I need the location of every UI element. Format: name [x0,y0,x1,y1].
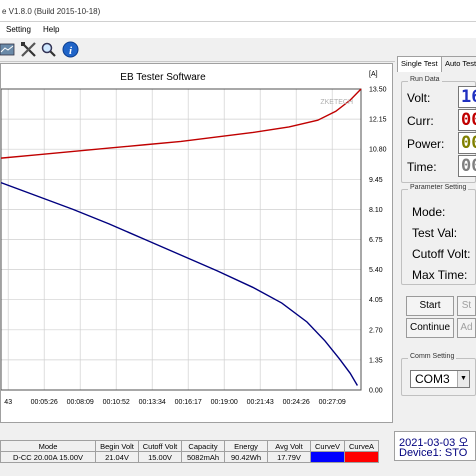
cell-mode: D-CC 20.00A 15.00V [0,451,96,463]
svg-text:i: i [69,45,73,57]
y-tick-label: 13.50 [369,87,387,94]
x-tick-label: 00:16:17 [175,399,202,406]
x-tick-label: 00:19:00 [211,399,238,406]
chart-title: EB Tester Software [120,72,206,83]
series-line-red [0,88,362,159]
mode-label: Mode: [412,205,446,219]
cell-cutoff-volt: 15.00V [138,451,182,463]
status-date: 2021-03-03 오 [399,437,469,449]
table-header-row: Mode Begin Volt Cutoff Volt Capacity Ene… [0,440,379,452]
chart-watermark: ZKETECH [320,99,353,106]
status-device: Device1: STO [399,447,468,459]
time-label: Time: [407,160,437,174]
y-tick-label: 8.10 [369,207,383,214]
comm-setting-title: Comm Setting [408,353,457,360]
chart-panel: 43 00:05:26 00:08:09 00:10:52 00:13:34 00:16:… [0,63,393,423]
menu-help[interactable]: Help [43,25,60,34]
y-tick-label: 10.80 [369,147,387,154]
y-tick-label: 4.05 [369,297,383,304]
series-line-blue [0,181,359,386]
chart-icon[interactable] [0,41,17,58]
power-label: Power: [407,137,445,151]
cell-begin-volt: 21.04V [95,451,139,463]
results-table: Mode Begin Volt Cutoff Volt Capacity Ene… [0,440,379,463]
volt-label: Volt: [407,91,431,105]
y-tick-label: 1.35 [369,357,383,364]
x-tick-label: 00:27:09 [319,399,346,406]
cutoff-volt-label: Cutoff Volt: [412,247,471,261]
com-port-select[interactable]: COM3 ▼ [410,370,470,388]
x-tick-label: 00:21:43 [247,399,274,406]
power-display: 00 [458,132,476,154]
plot-area-border [0,88,362,391]
chevron-down-icon[interactable]: ▼ [457,371,469,387]
test-val-label: Test Val: [412,226,458,240]
x-tick-label: 43 [4,399,12,406]
y-tick-label: 9.45 [369,177,383,184]
curr-display: 00 [458,109,476,131]
y-tick-label: 2.70 [369,327,383,334]
curve-v-swatch[interactable] [310,451,345,463]
col-header: Energy [224,440,268,452]
curr-label: Curr: [407,114,434,128]
status-box: 2021-03-03 오 Device1: STO [394,431,476,461]
col-header: Cutoff Volt [138,440,182,452]
col-header: CurveV [310,440,345,452]
curve-a-swatch[interactable] [344,451,379,463]
results-table-wrap: Mode Begin Volt Cutoff Volt Capacity Ene… [0,440,476,476]
tab-single-test[interactable]: Single Test [397,56,442,72]
parameter-setting-group: Parameter Setting Mode: Test Val: Cutoff… [401,184,476,285]
start-button[interactable]: Start [406,296,454,316]
discharge-chart: 43 00:05:26 00:08:09 00:10:52 00:13:34 00:16:… [0,71,387,406]
menu-setting[interactable]: Setting [6,25,31,34]
cell-energy: 90.42Wh [224,451,268,463]
run-data-group: Run Data Volt: 16 Curr: 00 Power: 00 Tim… [401,76,476,183]
continue-button[interactable]: Continue [406,318,454,338]
right-axis-unit: [A] [369,71,378,78]
x-tick-label: 00:08:09 [67,399,94,406]
x-tick-label: 00:24:26 [283,399,310,406]
toolbar: i [0,38,395,62]
x-tick-label: 00:10:52 [103,399,130,406]
time-display: 00 [458,155,476,177]
stop-button[interactable]: St [457,296,476,316]
magnifier-icon[interactable] [40,41,57,58]
y-tick-label: 12.15 [369,117,387,124]
col-header: CurveA [344,440,379,452]
com-port-value: COM3 [415,372,450,386]
info-icon[interactable]: i [62,41,79,58]
run-data-title: Run Data [408,76,442,83]
y-tick-label: 0.00 [369,388,383,395]
title-bar: e V1.8.0 (Build 2015-10-18) [0,0,476,22]
volt-display: 16 [458,86,476,108]
table-row[interactable]: D-CC 20.00A 15.00V 21.04V 15.00V 5082mAh… [0,451,379,463]
x-tick-label: 00:13:34 [139,399,166,406]
adjust-button[interactable]: Ad [457,318,476,338]
max-time-label: Max Time: [412,268,468,282]
tools-icon[interactable] [20,41,37,58]
tab-auto-test[interactable]: Auto Test [441,56,476,70]
col-header: Mode [0,440,96,452]
col-header: Avg Volt [267,440,311,452]
x-tick-label: 00:05:26 [31,399,58,406]
cell-avg-volt: 17.79V [267,451,311,463]
y-tick-label: 6.75 [369,237,383,244]
window-title: e V1.8.0 (Build 2015-10-18) [2,7,101,16]
col-header: Capacity [181,440,225,452]
menu-bar: Setting Help [0,22,476,38]
col-header: Begin Volt [95,440,139,452]
right-panel: Single Test Auto Test Run Data Volt: 16 … [397,56,476,426]
cell-capacity: 5082mAh [181,451,225,463]
y-tick-label: 5.40 [369,267,383,274]
parameter-setting-title: Parameter Setting [408,184,469,191]
